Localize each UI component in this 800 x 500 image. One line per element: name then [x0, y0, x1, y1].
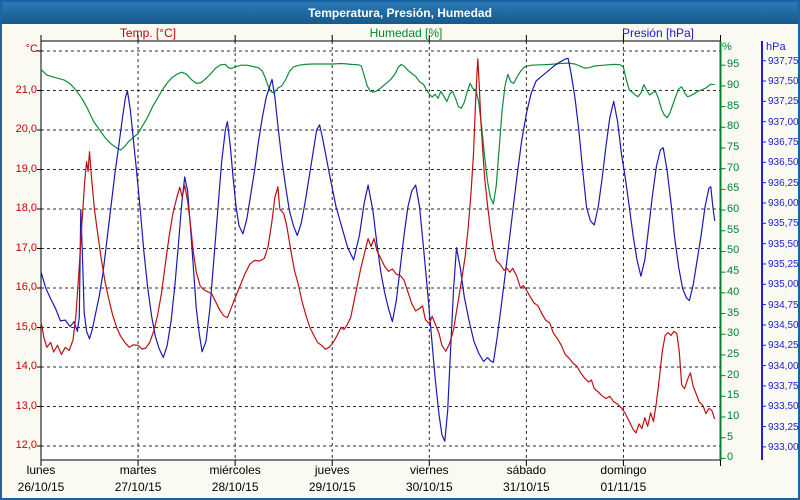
series-humidity-line — [40, 62, 715, 205]
pressure-axis-unit: hPa — [766, 41, 786, 53]
title-bar: Temperatura, Presión, Humedad — [2, 2, 798, 24]
window-title: Temperatura, Presión, Humedad — [308, 6, 492, 20]
series-temp-line — [40, 58, 716, 434]
temp-axis-unit: °C — [25, 43, 38, 55]
humidity-axis-unit: % — [722, 41, 732, 53]
legend-pressure: Presión [hPa] — [621, 26, 695, 40]
legend-temperature: Temp. [°C] — [119, 26, 177, 40]
series-pressure-line — [40, 57, 716, 442]
legend-humidity: Humedad [%] — [369, 26, 443, 40]
